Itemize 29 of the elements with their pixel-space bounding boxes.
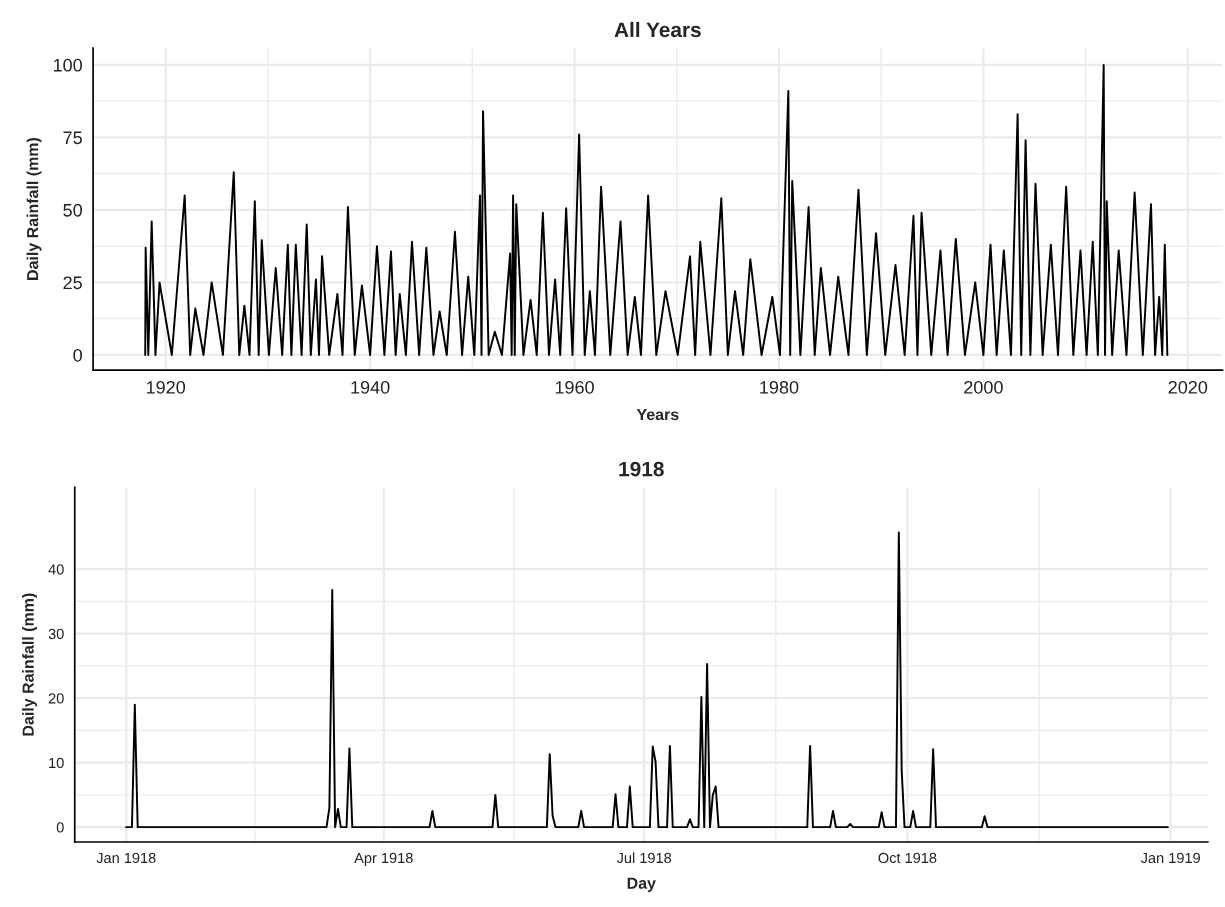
line-series [125,531,1169,829]
chart-title: All Years [614,21,701,38]
y-tick-label: 25 [63,276,82,290]
x-tick-label: 2000 [964,380,1003,394]
y-tick-label: 30 [48,628,64,640]
y-tick-label: 0 [73,348,82,362]
x-tick-label: Oct 1918 [878,852,937,864]
x-axis-title: Day [627,877,656,892]
y-tick-label: 10 [49,757,64,769]
y-tick-label: 40 [48,564,64,575]
x-tick-label: Apr 1918 [354,852,413,866]
x-tick-label: 1940 [351,380,390,394]
x-tick-label: Jul 1918 [616,852,672,864]
x-tick-label: 2020 [1168,380,1208,394]
x-tick-label: 1920 [146,380,186,394]
x-axis-title: Years [636,409,679,421]
line-series [144,63,1169,356]
x-tick-label: Jan 1919 [1140,852,1200,864]
y-tick-label: 75 [63,131,82,145]
y-tick-label: 50 [63,203,82,217]
y-axis-title: Daily Rainfall (mm) [26,137,42,280]
y-tick-label: 0 [56,822,64,833]
y-tick-label: 100 [53,58,82,72]
x-tick-label: 1960 [555,380,594,394]
y-axis-title: Daily Rainfall (mm) [22,593,37,736]
x-tick-label: 1980 [760,380,799,394]
y-tick-label: 20 [48,693,64,704]
x-tick-label: Jan 1918 [96,852,156,864]
chart-title: 1918 [619,461,664,477]
